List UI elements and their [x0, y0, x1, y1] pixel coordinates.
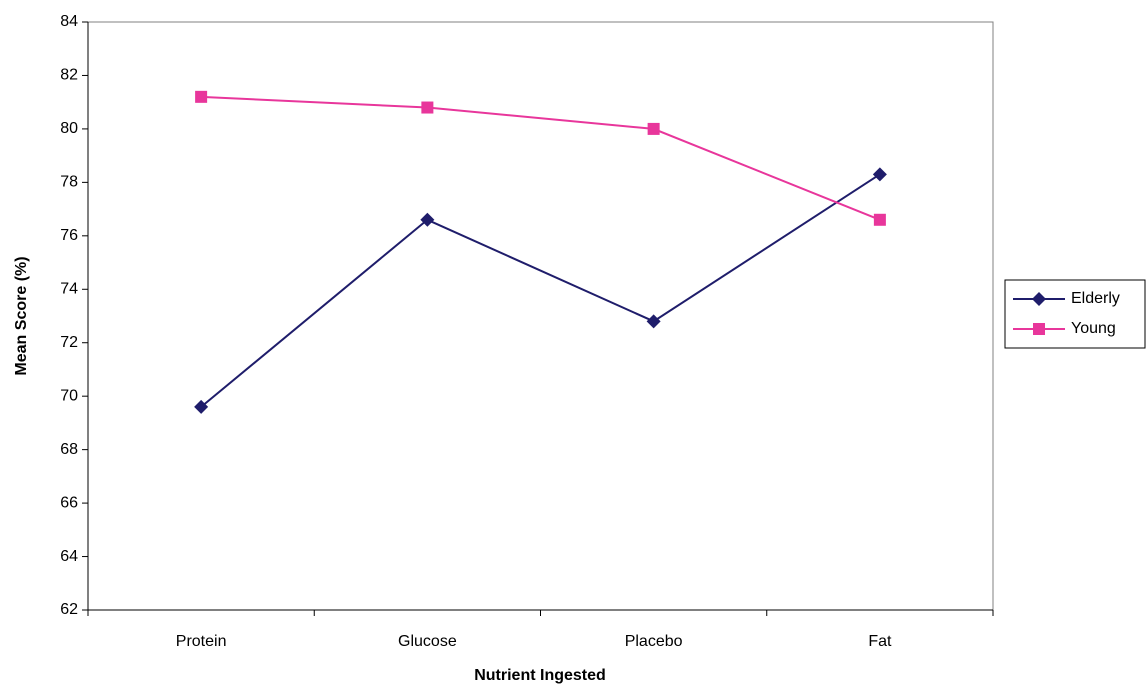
y-tick-label: 84 [60, 13, 78, 30]
plot-area [87, 21, 994, 611]
x-tick-label: Protein [176, 633, 227, 650]
y-tick-label: 80 [60, 120, 78, 137]
x-tick-label: Fat [868, 633, 892, 650]
y-tick-label: 74 [60, 280, 78, 297]
legend-box [1004, 279, 1146, 349]
marker [872, 167, 887, 182]
y-tick-label: 64 [60, 548, 78, 565]
marker [646, 314, 661, 329]
marker [195, 90, 208, 103]
x-tick-label: Placebo [625, 633, 683, 650]
y-tick-label: 76 [60, 227, 78, 244]
legend-label: Young [1071, 320, 1116, 337]
legend-marker [1032, 292, 1046, 306]
y-tick-label: 70 [60, 387, 78, 404]
y-tick-label: 72 [60, 334, 78, 351]
x-axis-title: Nutrient Ingested [474, 667, 606, 684]
legend-marker [1033, 323, 1045, 335]
y-tick-label: 62 [60, 601, 78, 618]
marker [420, 212, 435, 227]
y-axis-title: Mean Score (%) [13, 256, 30, 375]
marker [194, 399, 209, 414]
marker [421, 101, 434, 114]
marker [647, 122, 660, 135]
y-tick-label: 82 [60, 67, 78, 84]
y-tick-label: 78 [60, 174, 78, 191]
legend-label: Elderly [1071, 290, 1120, 307]
x-tick-label: Glucose [398, 633, 457, 650]
marker [873, 213, 886, 226]
y-tick-label: 68 [60, 441, 78, 458]
y-tick-label: 66 [60, 494, 78, 511]
series-line [201, 95, 881, 221]
series-line [200, 173, 881, 408]
